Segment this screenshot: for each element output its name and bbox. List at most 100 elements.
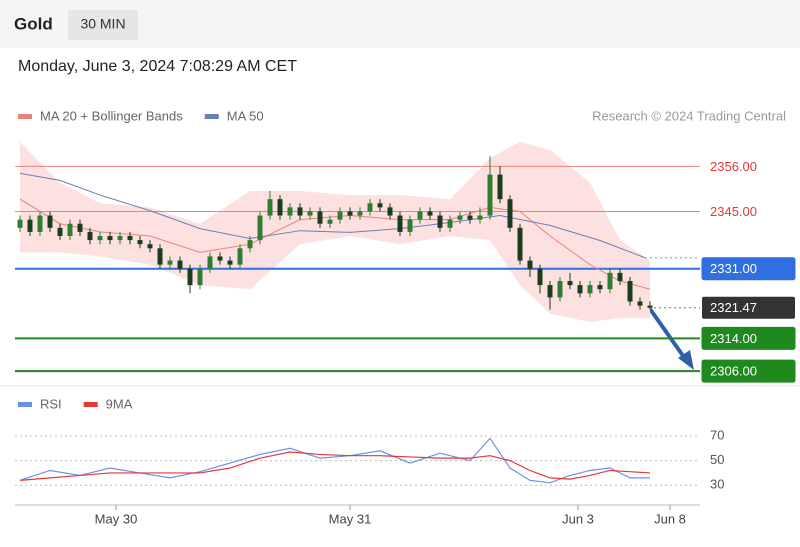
ma-line (19, 172, 646, 259)
candle-body (637, 301, 643, 306)
candle-body (197, 268, 203, 286)
candle-body (537, 268, 543, 286)
level-box (702, 155, 795, 178)
candle-body (467, 215, 473, 220)
candle-body (167, 260, 173, 265)
candle-body (377, 203, 383, 208)
candle-body (617, 272, 623, 282)
candle-body (187, 268, 193, 286)
candle-body (407, 219, 413, 232)
candle-body (67, 223, 73, 237)
level-label: 2356.00 (710, 159, 757, 174)
candle-body (457, 215, 463, 220)
candle-body (647, 305, 653, 308)
candle-body (17, 219, 23, 228)
candle-body (217, 256, 223, 261)
candle-body (87, 231, 93, 241)
level-label: 2314.00 (710, 331, 757, 346)
candle-body (157, 248, 163, 265)
candle-body (517, 227, 523, 261)
interval[interactable]: 30 MIN (80, 16, 125, 32)
level-label: 2345.00 (710, 204, 757, 219)
candle-body (607, 272, 613, 290)
candle-body (327, 219, 333, 224)
candle-body (547, 285, 553, 298)
last-price-box (702, 296, 795, 319)
candle-body (247, 240, 253, 249)
level-label: 2306.00 (710, 364, 757, 379)
legend-swatch (18, 114, 32, 119)
candle-body (437, 215, 443, 228)
candle-body (257, 215, 263, 241)
candle-body (567, 281, 573, 286)
legend-swatch (18, 402, 32, 407)
candle-body (147, 244, 153, 249)
candle-body (507, 199, 513, 228)
level-label: 2331.00 (710, 261, 757, 276)
legend-label: RSI (40, 396, 62, 411)
candle-body (347, 211, 353, 216)
candle-body (427, 211, 433, 216)
candle-body (357, 211, 363, 216)
candle-body (397, 215, 403, 232)
candle-body (317, 211, 323, 224)
candle-body (97, 236, 103, 241)
timestamp: Monday, June 3, 2024 7:08:29 AM CET (18, 58, 297, 75)
legend-label: 9MA (106, 396, 133, 411)
legend-label: MA 50 (227, 108, 264, 123)
candle-body (107, 236, 113, 241)
candle-body (487, 174, 493, 216)
candle-body (27, 219, 33, 232)
level-box (701, 326, 796, 350)
symbol: Gold (14, 14, 53, 33)
candle-body (127, 236, 133, 241)
candle-body (137, 240, 143, 245)
candle-body (237, 248, 243, 265)
candle-body (527, 260, 533, 269)
candle-body (207, 256, 213, 269)
candle-body (297, 207, 303, 216)
forecast-arrow (648, 307, 688, 362)
candle-body (227, 260, 233, 265)
candle-body (627, 281, 633, 302)
legend-swatch (83, 402, 98, 407)
legend-label: MA 20 + Bollinger Bands (40, 108, 183, 123)
candle-body (447, 219, 453, 228)
candle-body (267, 199, 273, 216)
candle-body (587, 285, 593, 294)
candle-body (367, 203, 373, 212)
credit: Research © 2024 Trading Central (592, 108, 786, 123)
candle-body (47, 215, 53, 228)
candle-body (477, 215, 483, 220)
candle-body (387, 207, 393, 216)
y-tick-label: 50 (710, 452, 724, 467)
x-tick-label: Jun 3 (562, 511, 594, 526)
candle-body (337, 211, 343, 220)
last-price-label: 2321.47 (710, 300, 757, 315)
legend-swatch (204, 114, 219, 119)
candle-body (277, 199, 283, 216)
interval-button[interactable] (68, 10, 138, 40)
y-tick-label: 30 (710, 477, 724, 492)
x-tick-label: Jun 8 (654, 511, 686, 526)
forecast-arrow-head (678, 350, 694, 370)
x-tick-label: May 31 (329, 511, 372, 526)
y-tick-label: 70 (710, 427, 724, 442)
candle-body (117, 236, 123, 241)
candle-body (177, 260, 183, 269)
candle-body (37, 215, 43, 232)
level-box (701, 257, 796, 281)
level-box (701, 359, 796, 383)
indicator-line (19, 451, 651, 481)
ma-line (19, 198, 651, 290)
candle-body (557, 281, 563, 298)
candle-body (77, 223, 83, 232)
candle-body (57, 227, 63, 237)
candle-body (417, 211, 423, 220)
candle-body (287, 207, 293, 216)
x-tick-label: May 30 (95, 511, 138, 526)
candle-body (597, 285, 603, 290)
level-box (702, 200, 795, 223)
